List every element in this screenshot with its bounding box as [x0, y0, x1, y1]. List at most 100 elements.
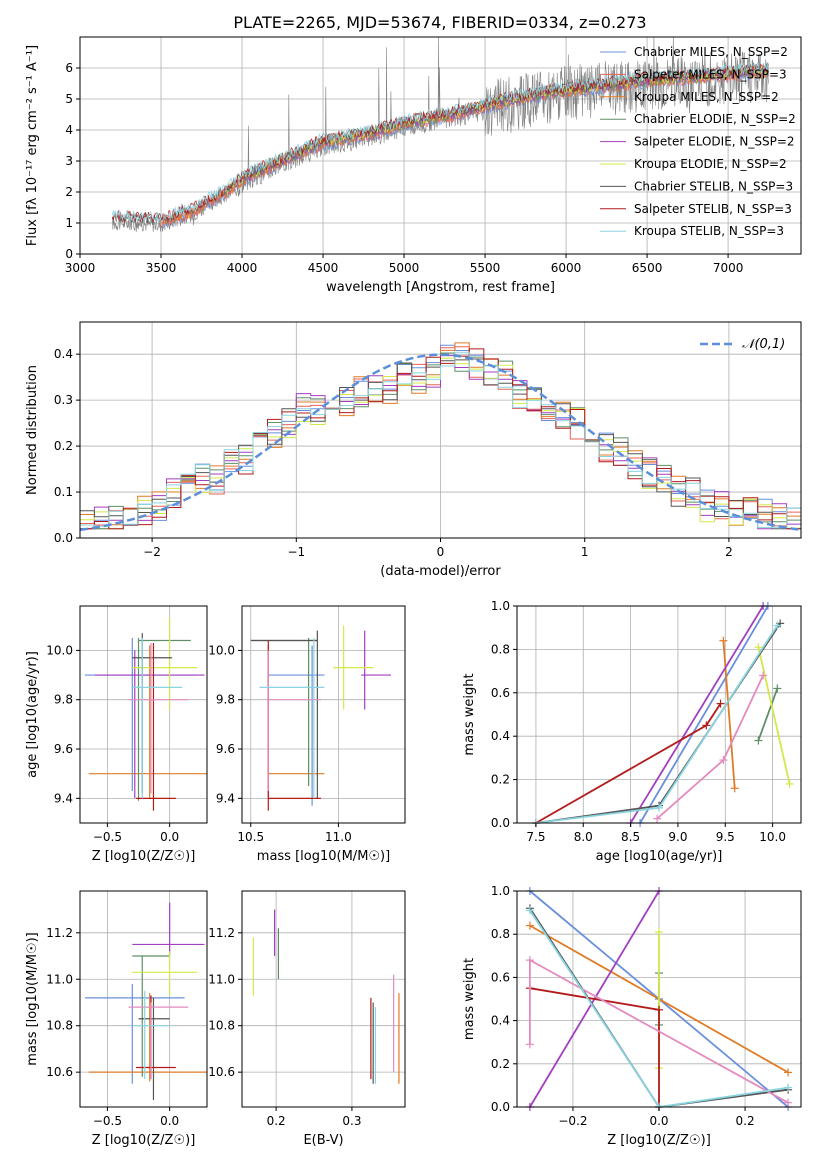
x-axis-label: E(B-V): [303, 1133, 343, 1148]
x-tick-label: −0.5: [93, 1114, 122, 1128]
data-point-1: [88, 645, 207, 799]
axes-frame: [241, 890, 406, 1108]
data-point-2: [132, 955, 170, 1077]
legend-entry: Chabrier ELODIE, N_SSP=2: [634, 112, 796, 126]
data-point-2: [250, 638, 318, 787]
x-tick-label: −0.5: [93, 830, 122, 844]
x-axis-label: Z [log10(Z/Z☉)]: [607, 1133, 711, 1148]
axes-frame: [516, 605, 802, 824]
y-axis-label: mass weight: [462, 673, 477, 755]
y-tick-label: 0.2: [54, 439, 73, 453]
data-point-4: [132, 618, 198, 710]
data-point-4: [132, 951, 198, 996]
legend-entry: Chabrier MILES, N_SSP=2: [634, 45, 788, 59]
axes-frame: [79, 890, 208, 1108]
weight-marker: [719, 756, 728, 765]
legend-entry: Salpeter ELODIE, N_SSP=2: [634, 135, 795, 149]
y-tick-label: 0.2: [491, 1057, 510, 1071]
x-tick-label: 5500: [470, 261, 501, 275]
spectrum-legend: Chabrier MILES, N_SSP=2 Salpeter MILES, N…: [600, 45, 796, 238]
weight-marker: [754, 643, 763, 652]
y-tick-label: 9.4: [54, 791, 73, 805]
x-tick-label: 4500: [308, 261, 339, 275]
y-tick-label: 11.2: [46, 926, 73, 940]
x-tick-label: 10.0: [759, 830, 786, 844]
weight-line-1: [658, 998, 789, 1108]
model-line-3: [225, 65, 769, 195]
weight-marker: [525, 906, 534, 915]
legend-entry: Kroupa STELIB, N_SSP=3: [634, 224, 784, 238]
weight-line-7: [656, 675, 764, 820]
legend-entry: Salpeter MILES, N_SSP=3: [634, 67, 787, 81]
x-tick-label: 10.5: [237, 830, 264, 844]
x-tick-label: 8.0: [574, 830, 593, 844]
y-tick-label: 0.2: [491, 773, 510, 787]
weight-line-0: [639, 605, 769, 824]
y-tick-label: 10.0: [208, 643, 235, 657]
x-axis-label: wavelength [Angstrom, rest frame]: [326, 280, 555, 295]
x-tick-label: 0.0: [160, 830, 179, 844]
x-tick-label: 9.5: [716, 830, 735, 844]
x-tick-label: 0.0: [649, 1114, 668, 1128]
data-point-8: [132, 990, 170, 1080]
data-point-3: [94, 650, 205, 799]
axes-frame: [79, 605, 208, 824]
weight-marker: [773, 684, 782, 693]
weight-marker: [655, 803, 663, 812]
y-tick-label: 0.3: [54, 393, 73, 407]
y-tick-label: 11.2: [208, 926, 235, 940]
data-point-7: [128, 642, 189, 794]
y-axis-label: Flux [fλ 10⁻¹⁷ erg cm⁻² s⁻¹ A⁻¹]: [25, 45, 40, 246]
y-tick-label: 0.1: [54, 485, 73, 499]
data-point-3: [361, 630, 391, 710]
weight-vs-age-panel: 7.5 8.0 8.5 9.0 9.5 10.0 0.0 0.2 0.4 0.6 0.8 1.0 age…: [462, 599, 802, 864]
x-tick-label: 4000: [227, 261, 258, 275]
data-point-5: [138, 997, 170, 1101]
data-point-8: [132, 638, 183, 799]
x-tick-label: 2: [725, 545, 733, 559]
x-tick-label: 6500: [632, 261, 663, 275]
y-tick-label: 9.6: [54, 742, 73, 756]
y-axis-label: mass weight: [462, 958, 477, 1040]
y-tick-label: 0.4: [491, 1014, 510, 1028]
y-tick-label: 6: [65, 61, 73, 75]
data-point-6: [267, 640, 321, 811]
y-tick-label: 9.8: [54, 693, 73, 707]
x-axis-label: Z [log10(Z/Z☉)]: [92, 849, 196, 864]
y-tick-label: 0.8: [491, 927, 510, 941]
data-point-7: [267, 650, 321, 791]
x-tick-label: 5000: [389, 261, 420, 275]
weight-marker: [785, 779, 794, 788]
x-tick-label: 3500: [146, 261, 177, 275]
y-tick-label: 1: [65, 216, 73, 230]
x-tick-label: 9.0: [668, 830, 687, 844]
age-vs-z-panel: −0.5 0.0 9.4 9.6 9.8 10.0 Z [log10(Z/Z☉)] age […: [25, 605, 208, 864]
weight-marker: [653, 814, 662, 823]
x-tick-label: 0.2: [267, 1114, 286, 1128]
y-tick-label: 0.8: [491, 642, 510, 656]
spectrum-panel: 3000 3500 4000 4500 5000 5500 6000 6500 7000 0 1 2 3…: [25, 36, 802, 295]
weight-marker: [525, 956, 534, 965]
weight-line-2: [757, 688, 779, 741]
weight-marker: [784, 1098, 793, 1107]
weight-marker: [525, 1040, 534, 1049]
y-tick-label: 1.0: [491, 599, 510, 613]
x-tick-label: 0.0: [160, 1114, 179, 1128]
x-tick-label: 8.5: [621, 830, 640, 844]
x-tick-label: −0.2: [558, 1114, 587, 1128]
weight-marker: [759, 671, 768, 680]
weight-marker: [525, 921, 534, 930]
y-tick-label: 9.8: [216, 693, 235, 707]
weight-vs-z-panel: −0.2 0.0 0.2 0.0 0.2 0.4 0.6 0.8 1.0 Z [log10(Z/Z…: [462, 884, 802, 1148]
y-axis-label: mass [log10(M/M☉)]: [25, 932, 40, 1065]
x-tick-label: 7000: [713, 261, 744, 275]
data-point-7: [128, 1002, 189, 1080]
x-tick-label: 0.2: [736, 1114, 755, 1128]
y-tick-label: 0.0: [491, 816, 510, 830]
y-tick-label: 4: [65, 123, 73, 137]
figure-title: PLATE=2265, MJD=53674, FIBERID=0334, z=0…: [233, 13, 646, 32]
data-point-5: [250, 630, 318, 799]
weight-marker: [655, 1005, 663, 1014]
x-tick-label: 0.3: [342, 1114, 361, 1128]
data-point-8: [259, 638, 325, 799]
